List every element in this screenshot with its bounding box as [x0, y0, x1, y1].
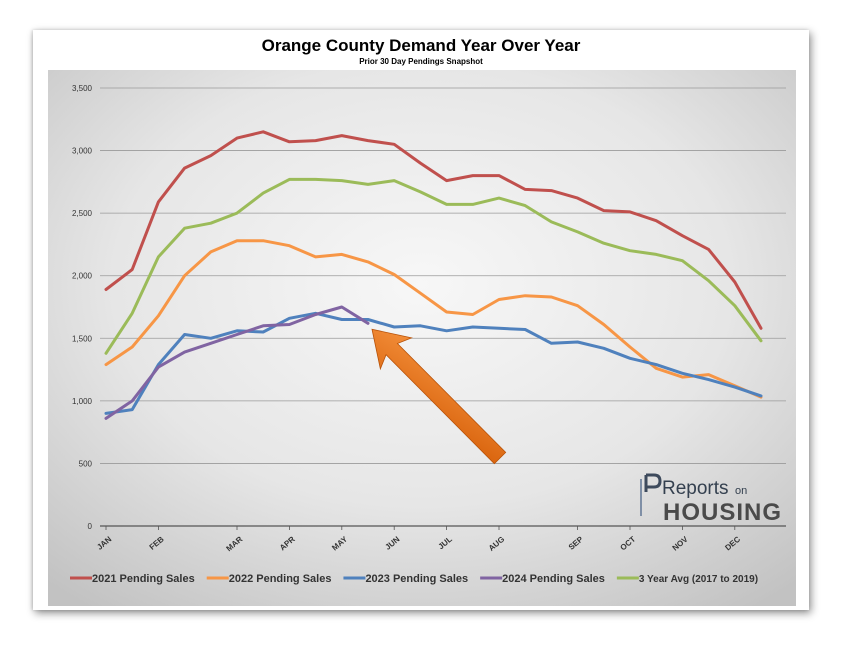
y-tick-label: 3,500	[72, 84, 93, 93]
plot-area: 0 500 1,000 1,500 2,000 2,500 3,000 3,500 JAN FE…	[48, 70, 796, 637]
svg-text:HOUSING: HOUSING	[663, 499, 782, 526]
annotation-arrow	[371, 328, 507, 465]
series-line-2021-pending-sales	[104, 130, 763, 330]
reports-on-housing-logo: Reports on HOUSING	[640, 473, 782, 526]
chart-card: Orange County Demand Year Over Year Prio…	[33, 30, 809, 610]
legend-label: 2022 Pending Sales	[229, 573, 332, 585]
legend-label: 2023 Pending Sales	[365, 573, 468, 585]
y-tick-label: 1,500	[72, 334, 93, 343]
chart-title: Orange County Demand Year Over Year	[261, 36, 581, 55]
series-line-2023-pending-sales	[104, 311, 763, 415]
y-tick-label: 1,000	[72, 397, 93, 406]
y-tick-label: 0	[88, 522, 93, 531]
series-line-3-year-avg-2017-to-2019	[104, 177, 763, 355]
y-tick-label: 2,000	[72, 272, 93, 281]
series-line-2024-pending-sales	[104, 305, 370, 420]
y-tick-label: 2,500	[72, 209, 93, 218]
y-tick-label: 3,000	[72, 147, 93, 156]
legend-label: 2021 Pending Sales	[92, 573, 195, 585]
legend-label: 2024 Pending Sales	[502, 573, 605, 585]
svg-text:Reports: Reports	[662, 478, 729, 499]
svg-text:on: on	[735, 485, 747, 497]
legend-label: 3 Year Avg (2017 to 2019)	[639, 574, 758, 585]
chart-subtitle: Prior 30 Day Pendings Snapshot	[359, 57, 483, 66]
annotation-arrow-shape	[371, 328, 507, 465]
y-tick-label: 500	[79, 459, 93, 468]
